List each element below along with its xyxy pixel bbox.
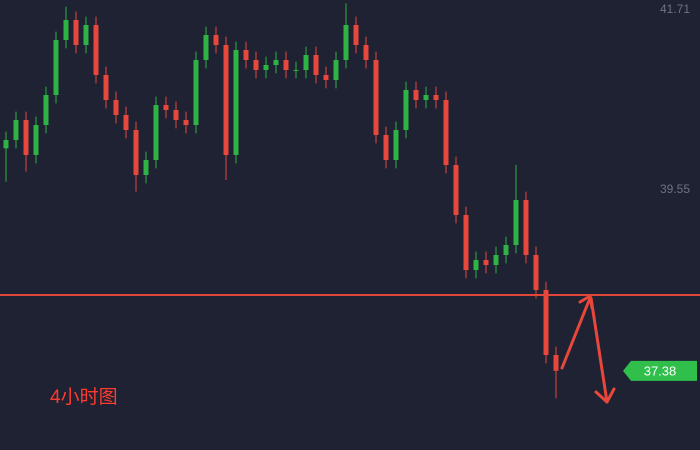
y-tick-label: 41.71 <box>660 2 690 16</box>
candle-body <box>513 200 519 245</box>
candle-body <box>283 60 289 70</box>
candle-body <box>13 120 19 140</box>
candle-body <box>393 130 399 160</box>
annotation: 4小时图 <box>50 386 118 408</box>
candle-body <box>383 135 389 160</box>
candle-body <box>73 20 79 45</box>
candle-body <box>223 45 229 155</box>
candle-body <box>233 50 239 155</box>
candle-body <box>193 60 199 125</box>
candle-body <box>553 355 559 371</box>
candle-body <box>23 120 29 155</box>
candle-body <box>493 255 499 265</box>
candle-body <box>453 165 459 215</box>
candle-body <box>263 65 269 70</box>
candle-body <box>243 50 249 60</box>
candle-body <box>443 100 449 165</box>
y-tick-label: 39.55 <box>660 182 690 196</box>
candle-body <box>63 20 69 40</box>
arrow-up <box>560 296 592 370</box>
candle-body <box>183 120 189 125</box>
candle-body <box>333 60 339 80</box>
candle-body <box>253 60 259 70</box>
candle-body <box>163 105 169 110</box>
candle-body <box>213 35 219 45</box>
candle-body <box>533 255 539 290</box>
candle-body <box>403 90 409 130</box>
candle-body <box>43 95 49 125</box>
candle-body <box>3 140 9 149</box>
plot <box>3 3 559 399</box>
last-price-label: 37.38 <box>644 363 677 378</box>
candle-body <box>123 115 129 130</box>
candle-body <box>323 75 329 80</box>
candle-body <box>373 60 379 135</box>
candle-body <box>113 100 119 115</box>
candle-body <box>93 25 99 75</box>
candle-body <box>143 160 149 175</box>
candle-body <box>343 25 349 60</box>
candle-body <box>463 215 469 270</box>
candle-body <box>413 90 419 100</box>
candle-body <box>313 55 319 75</box>
candle-body <box>293 70 299 71</box>
candle-body <box>473 260 479 270</box>
candle-body <box>33 125 39 155</box>
candle-body <box>273 60 279 65</box>
arrow-down <box>589 296 609 404</box>
candle-body <box>433 95 439 100</box>
candle-body <box>83 25 89 45</box>
candle-body <box>543 290 549 355</box>
candle-body <box>423 95 429 100</box>
candle-body <box>153 105 159 160</box>
candle-body <box>353 25 359 45</box>
candle-body <box>303 55 309 70</box>
last-price-tag <box>623 360 697 381</box>
candle-body <box>483 260 489 265</box>
candle-body <box>103 75 109 100</box>
candle-body <box>53 40 59 95</box>
candle-body <box>173 110 179 120</box>
candle-body <box>363 45 369 60</box>
arrow-down-head <box>594 387 616 404</box>
candle-body <box>203 35 209 60</box>
candle-body <box>133 130 139 175</box>
candle-body <box>523 200 529 255</box>
candle-body <box>503 245 509 255</box>
arrows <box>560 294 616 404</box>
